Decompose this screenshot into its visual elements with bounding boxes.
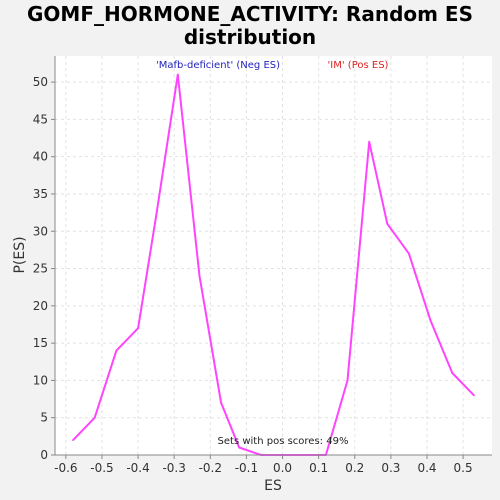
data-point-0-3 — [137, 327, 139, 330]
y-tick-label-2: 10 — [33, 373, 48, 387]
x-tick-label-10: 0.4 — [417, 461, 436, 475]
x-tick-label-3: -0.3 — [162, 461, 185, 475]
x-tick-label-4: -0.2 — [199, 461, 222, 475]
y-tick-label-10: 50 — [33, 75, 48, 89]
data-point-0-19 — [473, 394, 475, 397]
x-tick-label-1: -0.5 — [90, 461, 113, 475]
plot-area — [55, 56, 492, 455]
data-point-0-16 — [408, 252, 410, 255]
y-tick-label-5: 25 — [33, 262, 48, 276]
data-point-0-7 — [220, 401, 223, 404]
x-ticks: -0.6 -0.5 -0.4 -0.3 -0.2 -0.1 0.0 0.1 0.2 0.3 0.4 0… — [54, 455, 473, 475]
x-tick-label-0: -0.6 — [54, 461, 77, 475]
chart-title-line-1: GOMF_HORMONE_ACTIVITY: Random ES — [27, 2, 473, 26]
data-point-0-6 — [198, 275, 201, 277]
x-tick-label-2: -0.4 — [126, 461, 149, 475]
data-point-0-1 — [93, 416, 96, 419]
y-tick-label-3: 15 — [33, 336, 48, 350]
y-tick-label-8: 40 — [33, 150, 48, 164]
data-point-0-0 — [72, 439, 74, 441]
data-point-0-8 — [238, 446, 241, 449]
x-tick-label-5: -0.1 — [235, 461, 258, 475]
data-point-0-13 — [346, 379, 349, 382]
annotation-pos-scores: Sets with pos scores: 49% — [218, 436, 349, 447]
x-axis-label: ES — [264, 478, 282, 494]
legend-pos: 'IM' (Pos ES) — [328, 60, 389, 71]
data-point-0-14 — [368, 140, 371, 143]
data-point-0-18 — [451, 372, 454, 374]
x-tick-label-9: 0.3 — [381, 461, 400, 475]
x-tick-label-6: 0.0 — [273, 461, 292, 475]
y-tick-label-6: 30 — [33, 224, 48, 238]
data-point-0-17 — [429, 319, 432, 322]
y-tick-label-4: 20 — [33, 299, 48, 313]
data-point-0-5 — [176, 73, 179, 76]
y-axis-label: P(ES) — [12, 236, 28, 273]
y-tick-label-9: 45 — [33, 112, 48, 126]
x-tick-label-11: 0.5 — [454, 461, 473, 475]
y-tick-label-0: 0 — [40, 448, 48, 462]
y-ticks: 0 5 10 15 20 25 30 35 40 45 50 — [33, 75, 55, 462]
x-tick-label-8: 0.2 — [345, 461, 364, 475]
data-point-0-4 — [155, 215, 158, 218]
data-point-0-2 — [115, 349, 118, 352]
x-tick-label-7: 0.1 — [309, 461, 328, 475]
y-tick-label-1: 5 — [40, 411, 48, 425]
y-tick-label-7: 35 — [33, 187, 48, 201]
chart-title-line-2: distribution — [184, 25, 316, 49]
legend-neg: 'Mafb-deficient' (Neg ES) — [156, 60, 280, 71]
data-point-0-15 — [386, 222, 389, 225]
